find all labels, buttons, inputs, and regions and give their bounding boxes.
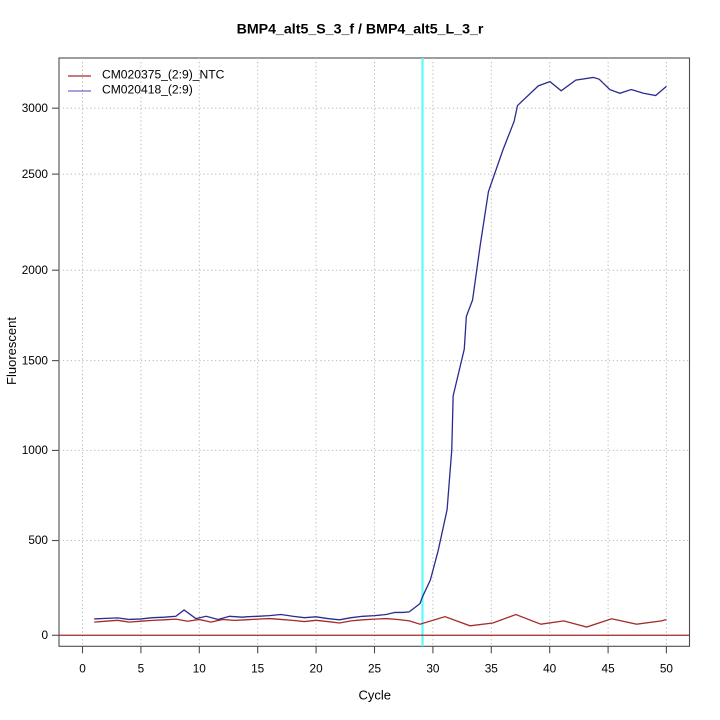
svg-text:0: 0 — [79, 662, 86, 676]
svg-text:10: 10 — [193, 662, 207, 676]
svg-text:35: 35 — [485, 662, 499, 676]
svg-text:500: 500 — [28, 533, 48, 547]
svg-text:CM020375_(2:9)_NTC: CM020375_(2:9)_NTC — [102, 68, 225, 82]
svg-text:CM020418_(2:9): CM020418_(2:9) — [102, 83, 193, 97]
svg-text:3000: 3000 — [22, 101, 49, 115]
svg-text:0: 0 — [41, 628, 48, 642]
svg-text:1000: 1000 — [22, 443, 49, 457]
svg-text:BMP4_alt5_S_3_f / BMP4_alt5_L_: BMP4_alt5_S_3_f / BMP4_alt5_L_3_r — [237, 22, 484, 38]
svg-text:2000: 2000 — [22, 263, 49, 277]
svg-text:40: 40 — [543, 662, 557, 676]
svg-text:45: 45 — [602, 662, 616, 676]
svg-text:30: 30 — [426, 662, 440, 676]
svg-text:2500: 2500 — [22, 167, 49, 181]
svg-text:Cycle: Cycle — [358, 688, 391, 703]
svg-text:1500: 1500 — [22, 353, 49, 367]
svg-text:20: 20 — [310, 662, 324, 676]
svg-text:50: 50 — [660, 662, 674, 676]
svg-text:15: 15 — [251, 662, 265, 676]
svg-text:25: 25 — [368, 662, 382, 676]
svg-text:Fluorescent: Fluorescent — [4, 317, 19, 385]
svg-text:5: 5 — [138, 662, 145, 676]
